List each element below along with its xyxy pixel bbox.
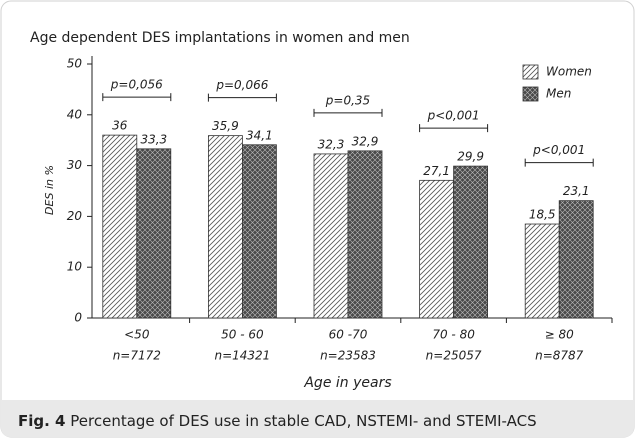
x-tick-label: 50 - 60 (221, 328, 264, 342)
bar (419, 179, 455, 319)
bar (313, 153, 349, 319)
value-label: 33,3 (140, 132, 167, 146)
sample-size: n=7172 (113, 349, 161, 363)
y-tick-label: 30 (67, 158, 83, 172)
value-label: 27,1 (423, 164, 450, 178)
value-label: 35,9 (212, 119, 239, 133)
caption-label: Fig. 4 (18, 412, 65, 430)
p-value: p=0,056 (110, 78, 163, 92)
p-bracket (102, 93, 172, 102)
x-tick-label: 70 - 80 (432, 328, 475, 342)
p-bracket (419, 124, 489, 133)
sample-size: n=25057 (426, 349, 482, 363)
value-label: 18,5 (529, 208, 556, 222)
bar (207, 135, 243, 319)
y-tick-label: 10 (67, 260, 83, 274)
p-value: p<0,001 (427, 109, 480, 123)
p-value: p<0,001 (532, 143, 585, 157)
value-label: 36 (112, 119, 128, 133)
value-label: 23,1 (563, 184, 590, 198)
sample-size: n=14321 (214, 349, 270, 363)
x-tick-label: ≥ 80 (545, 328, 575, 342)
sample-size: n=23583 (320, 349, 376, 363)
value-label: 32,3 (318, 137, 345, 151)
legend-label: Men (546, 87, 571, 101)
x-tick-label: 60 -70 (329, 328, 368, 342)
bar (136, 148, 172, 319)
p-bracket (207, 93, 277, 102)
bar (558, 200, 594, 319)
bar (524, 223, 560, 319)
chart-title: Age dependent DES implantations in women… (30, 30, 410, 46)
bar (241, 144, 277, 319)
value-label: 32,9 (352, 134, 379, 148)
y-axis-label: DES in % (43, 165, 56, 215)
x-tick-label: <50 (124, 328, 150, 342)
caption: Fig. 4 Percentage of DES use in stable C… (18, 412, 537, 430)
y-tick-label: 50 (67, 57, 83, 71)
y-tick-label: 0 (74, 311, 82, 325)
bar (102, 134, 138, 319)
caption-text: Percentage of DES use in stable CAD, NST… (70, 412, 536, 430)
x-axis-label: Age in years (303, 375, 391, 391)
y-tick-label: 20 (67, 209, 83, 223)
y-tick-label: 40 (67, 107, 83, 121)
value-label: 34,1 (246, 128, 273, 142)
bar (347, 150, 383, 319)
p-bracket (524, 158, 594, 167)
caption-band (1, 400, 634, 437)
legend-swatch (522, 64, 539, 80)
legend-swatch (522, 86, 539, 102)
value-label: 29,9 (457, 150, 484, 164)
sample-size: n=8787 (535, 349, 584, 363)
p-value: p=0,066 (215, 78, 268, 92)
bar (453, 165, 489, 319)
p-value: p=0,35 (325, 93, 370, 107)
p-bracket (313, 108, 383, 117)
legend-label: Women (546, 65, 592, 79)
